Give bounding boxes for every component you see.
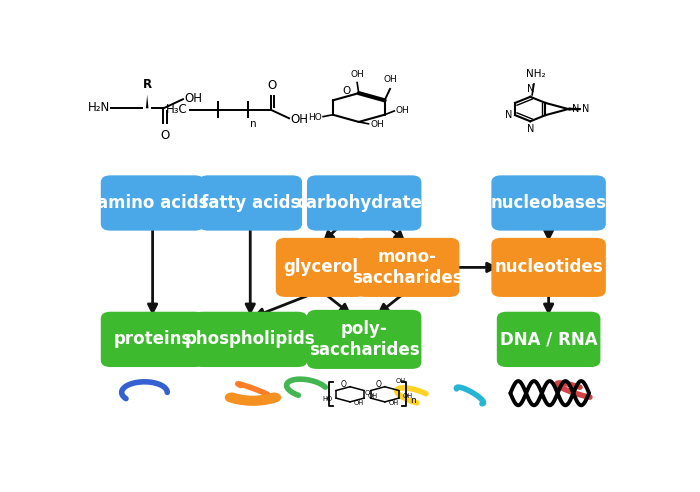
FancyBboxPatch shape [491,175,606,231]
Text: NH₂: NH₂ [526,69,545,79]
FancyBboxPatch shape [497,312,601,367]
Text: H₃C: H₃C [166,103,188,116]
Circle shape [238,396,251,404]
FancyBboxPatch shape [101,312,204,367]
FancyBboxPatch shape [307,310,421,369]
Circle shape [245,397,258,405]
Text: R: R [143,78,152,91]
Text: glycerol: glycerol [284,258,358,277]
FancyBboxPatch shape [193,312,307,367]
Circle shape [248,397,261,405]
Polygon shape [146,94,148,108]
Text: HO: HO [322,396,332,402]
Text: HO: HO [308,113,321,122]
Text: OH: OH [368,393,378,399]
Circle shape [252,396,264,405]
Text: N: N [505,110,512,120]
FancyBboxPatch shape [491,238,606,297]
Text: nucleotides: nucleotides [494,258,603,277]
Text: OH: OH [389,400,399,406]
Circle shape [258,396,271,404]
Text: O: O [160,129,169,142]
Circle shape [229,394,241,403]
Circle shape [241,396,254,405]
Text: nucleobases: nucleobases [491,194,607,212]
Text: N: N [572,104,580,114]
FancyBboxPatch shape [356,238,459,297]
Text: OH: OH [350,70,364,79]
Text: phospholipids: phospholipids [185,331,316,348]
Text: OH: OH [354,400,364,406]
Text: OH: OH [370,120,384,129]
Text: OH: OH [402,393,413,399]
Text: O: O [375,380,382,389]
Text: mono-
saccharides: mono- saccharides [352,248,463,287]
Text: O: O [268,79,277,92]
Text: OH: OH [185,92,202,105]
Text: n: n [410,396,416,405]
FancyBboxPatch shape [307,175,421,231]
Text: OH: OH [396,378,406,384]
Text: fatty acids: fatty acids [201,194,300,212]
Text: N: N [526,84,534,94]
Circle shape [255,396,267,404]
Text: O: O [365,390,370,396]
Circle shape [232,395,244,403]
Text: DNA / RNA: DNA / RNA [500,331,597,348]
Text: poly-
saccharides: poly- saccharides [309,320,419,359]
Text: H₂N: H₂N [88,101,110,114]
Circle shape [268,393,281,402]
Text: N: N [582,104,589,114]
Text: OH: OH [383,75,397,85]
Text: OH: OH [290,113,309,126]
Circle shape [235,396,248,404]
Circle shape [225,393,238,402]
FancyBboxPatch shape [276,238,366,297]
Text: n: n [251,120,257,129]
Circle shape [265,394,277,403]
Text: proteins: proteins [113,331,192,348]
Text: N: N [526,124,534,134]
Circle shape [262,395,274,403]
Text: O: O [341,380,346,389]
Text: OH: OH [396,106,410,115]
FancyBboxPatch shape [198,175,302,231]
Text: carbohydrates: carbohydrates [296,194,432,212]
Text: O: O [343,86,351,95]
FancyBboxPatch shape [101,175,204,231]
Text: amino acids: amino acids [97,194,209,212]
